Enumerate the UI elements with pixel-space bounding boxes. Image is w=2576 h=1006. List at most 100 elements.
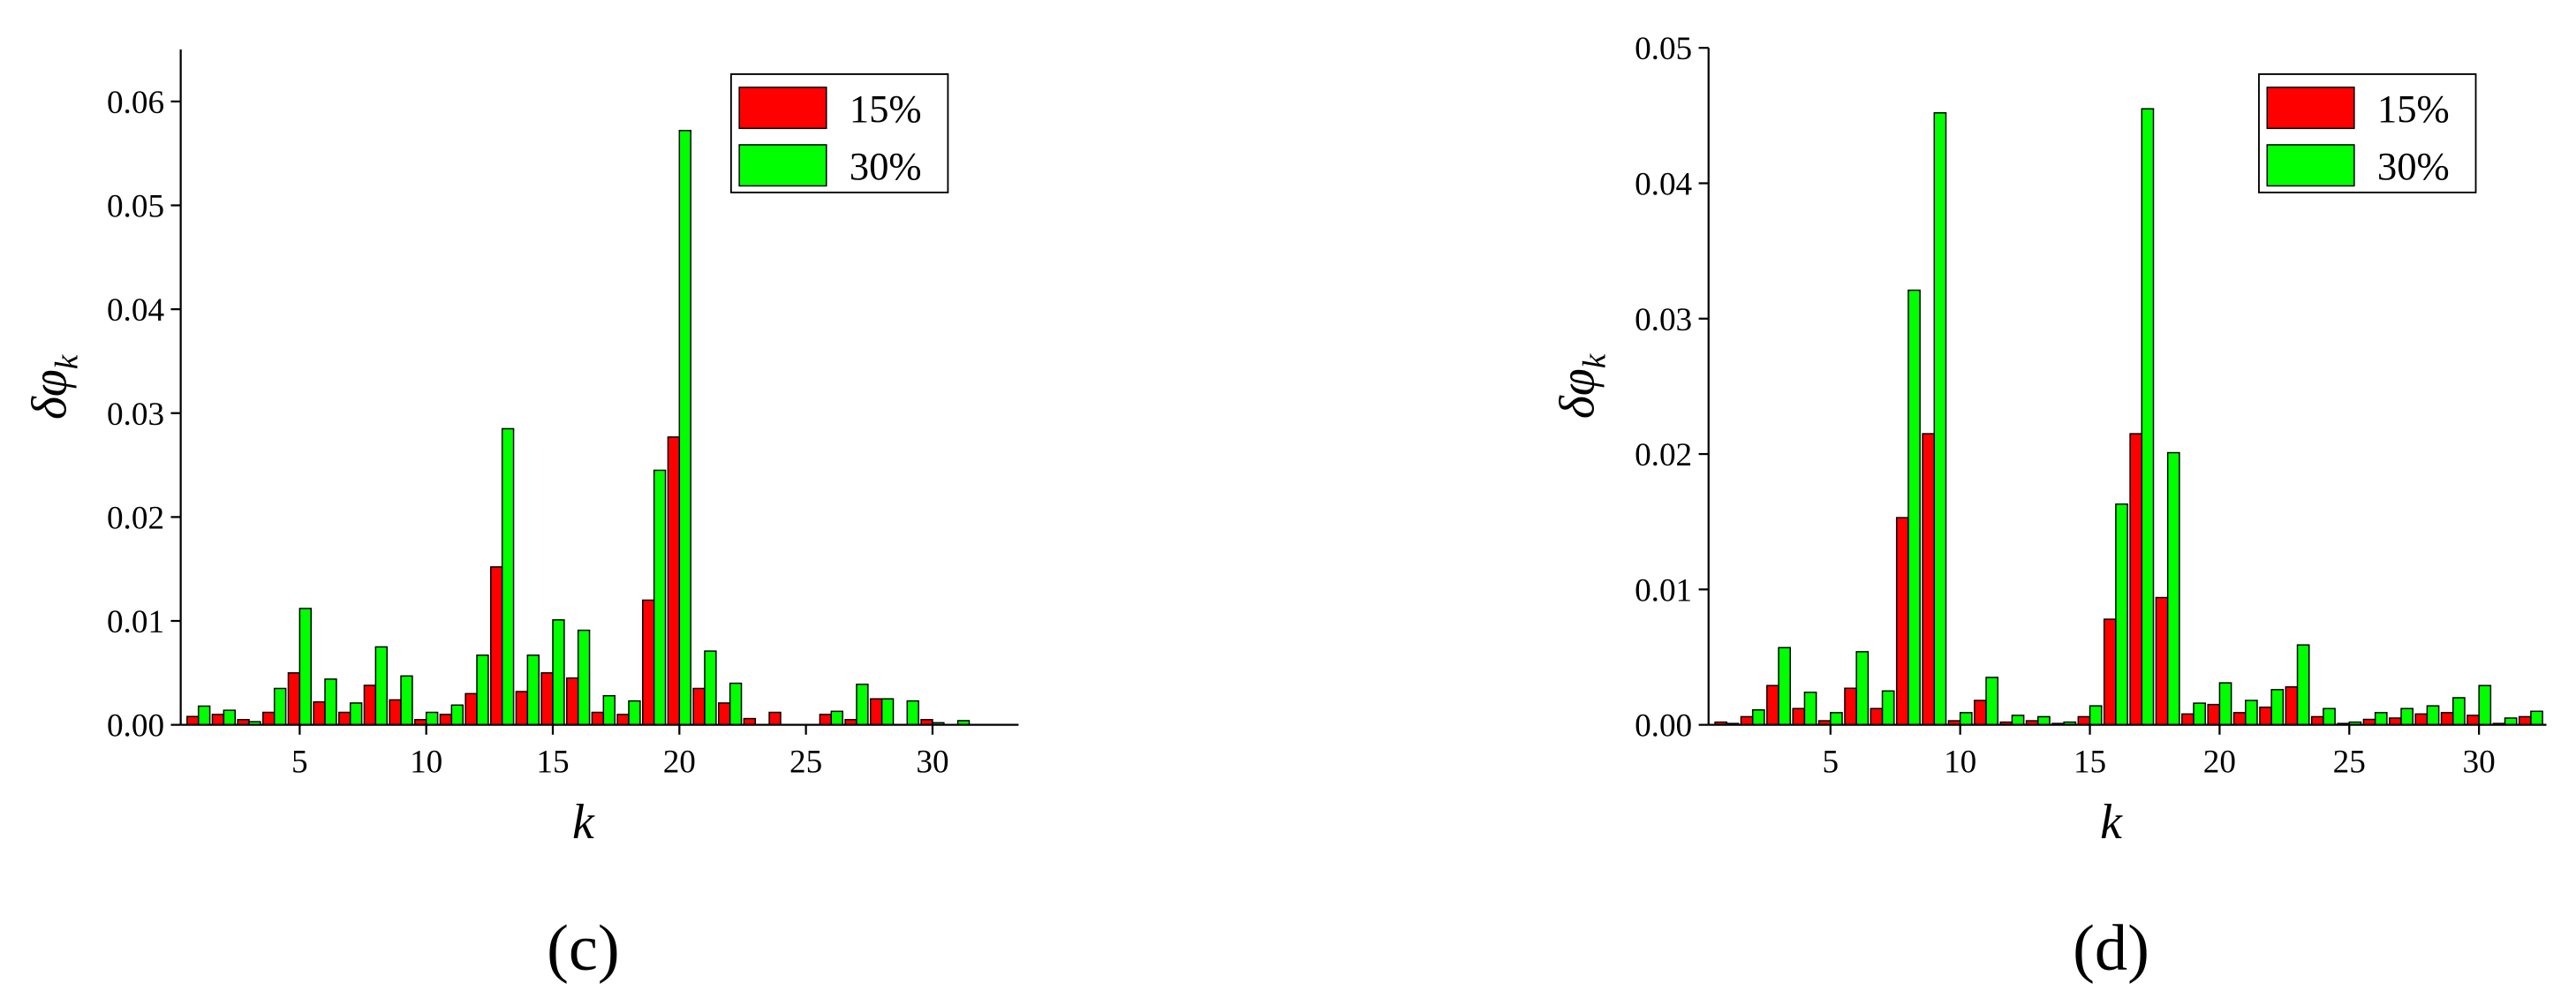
bar <box>2037 715 2051 726</box>
bar <box>490 566 503 726</box>
bar <box>324 678 337 726</box>
legend-label: 15% <box>850 87 922 131</box>
bar <box>2323 707 2336 726</box>
bar <box>717 702 731 726</box>
bar <box>566 677 579 726</box>
bar <box>273 687 287 726</box>
bar <box>692 687 706 726</box>
bar <box>2103 618 2117 726</box>
x-axis-label: k <box>2100 795 2123 850</box>
x-tick-label: 30 <box>916 745 948 781</box>
y-tick-label: 0.00 <box>1635 708 1692 745</box>
bar <box>2193 702 2206 726</box>
bar <box>2285 685 2299 726</box>
bar <box>2166 451 2180 726</box>
bar <box>262 711 276 726</box>
bar <box>678 130 691 726</box>
bar <box>1974 700 1987 726</box>
y-tick-label: 0.03 <box>107 397 164 433</box>
bar <box>526 654 540 726</box>
y-tick-label: 0.01 <box>1635 572 1692 609</box>
bar <box>338 711 351 726</box>
legend-swatch <box>2266 87 2355 130</box>
x-axis-label: k <box>572 795 595 850</box>
bar <box>2389 717 2402 726</box>
y-tick-label: 0.02 <box>107 500 164 536</box>
bar <box>768 711 782 726</box>
bar <box>363 685 377 726</box>
bar <box>197 705 211 726</box>
bar <box>2089 705 2103 726</box>
y-tick-label: 0.01 <box>107 604 164 640</box>
legend-label: 30% <box>2377 144 2450 188</box>
bar <box>1895 517 1909 726</box>
bar <box>1830 712 1843 726</box>
bar <box>906 700 919 726</box>
bar <box>880 698 895 726</box>
x-tick-label: 20 <box>663 745 696 781</box>
bar <box>389 699 402 726</box>
bar <box>2270 689 2285 726</box>
bar <box>1751 709 1765 726</box>
bar <box>287 672 301 726</box>
x-tick-label: 10 <box>1944 745 1976 781</box>
bar <box>2400 707 2414 726</box>
bar <box>2155 596 2169 726</box>
bar <box>2518 715 2532 726</box>
bar <box>374 646 388 726</box>
y-axis-label-sub: k <box>49 353 85 369</box>
bar <box>856 684 869 726</box>
x-tick-label: 25 <box>789 745 822 781</box>
bar <box>211 714 225 726</box>
y-axis-label-sub: k <box>1577 352 1613 368</box>
y-tick-label: 0.04 <box>1635 167 1692 203</box>
bar <box>729 682 743 726</box>
bar <box>2129 433 2143 726</box>
bar <box>1803 692 1817 726</box>
bar <box>425 711 439 726</box>
bar <box>1778 647 1792 726</box>
x-tick-label: 15 <box>2074 745 2106 781</box>
y-axis-label-main: δφ <box>1551 368 1605 419</box>
bar <box>2478 685 2492 726</box>
bar <box>2426 705 2440 726</box>
bar <box>1855 651 1870 726</box>
bar <box>577 629 591 726</box>
caption: (c) <box>547 912 620 985</box>
bar <box>2115 503 2128 726</box>
bar <box>1870 707 1884 726</box>
x-tick-label: 15 <box>536 745 569 781</box>
bar <box>515 691 529 726</box>
bar <box>501 427 515 726</box>
bar <box>2440 712 2454 726</box>
bar <box>653 469 667 726</box>
y-tick-label: 0.04 <box>107 292 164 329</box>
bar <box>2218 682 2232 726</box>
bar <box>2374 712 2388 726</box>
bar <box>1933 112 1947 726</box>
bar <box>186 715 200 726</box>
y-axis-label: δφk <box>1551 352 1613 419</box>
bar <box>349 702 363 726</box>
bar <box>1766 685 1779 726</box>
bar <box>1959 712 1973 726</box>
bar <box>1907 289 1921 726</box>
bar <box>476 654 489 726</box>
bar <box>540 672 554 726</box>
caption: (d) <box>2073 912 2149 985</box>
y-tick-label: 0.06 <box>107 85 164 121</box>
bar <box>298 608 312 726</box>
y-tick-label: 0.05 <box>107 189 164 225</box>
bar <box>830 710 843 726</box>
bar <box>552 619 565 726</box>
bar <box>2245 700 2258 726</box>
bar <box>591 711 605 726</box>
bar <box>2181 713 2195 726</box>
bar <box>400 675 413 726</box>
bar <box>667 436 681 726</box>
x-tick-label: 5 <box>1823 745 1839 781</box>
bar <box>2466 715 2480 726</box>
bar <box>1844 687 1857 726</box>
bar <box>2077 715 2091 726</box>
